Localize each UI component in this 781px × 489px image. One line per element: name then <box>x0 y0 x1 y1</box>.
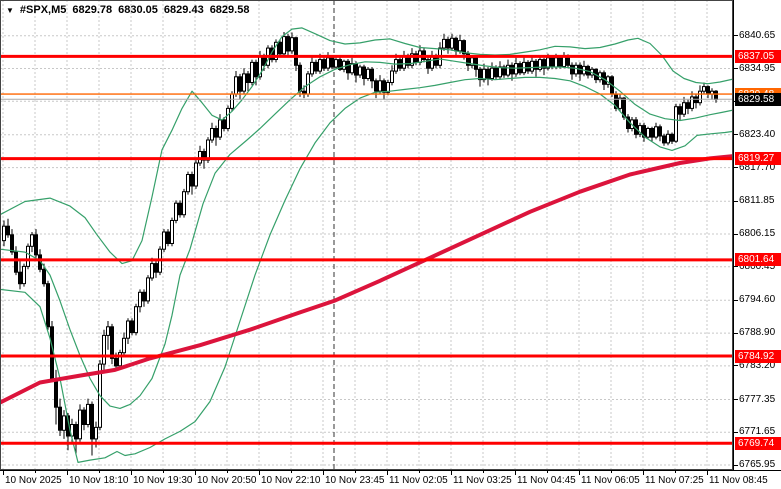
time-tick-mark <box>483 471 484 473</box>
time-tick-mark <box>355 471 356 473</box>
price-tick-label: 6806.15 <box>739 228 776 239</box>
time-tick-mark <box>163 471 164 473</box>
time-tick-mark <box>35 471 36 473</box>
time-tick-mark <box>547 471 548 473</box>
time-tick-label: 11 Nov 02:05 <box>389 475 448 486</box>
time-tick-mark <box>67 471 68 475</box>
time-tick-mark <box>227 471 228 473</box>
price-tick-mark <box>734 332 738 334</box>
time-tick-mark <box>643 471 644 475</box>
price-tick-mark <box>734 431 738 433</box>
red-level-badge: 6784.92 <box>735 349 781 363</box>
price-tick-mark <box>734 233 738 235</box>
time-tick-label: 10 Nov 23:45 <box>325 475 385 486</box>
time-tick-mark <box>323 471 324 475</box>
time-tick-label: 10 Nov 18:10 <box>69 475 129 486</box>
red-level-badge: 6801.64 <box>735 253 781 267</box>
ohlc-high: 6830.05 <box>118 4 158 16</box>
price-tick-mark <box>734 365 738 367</box>
red-level-badge: 6837.05 <box>735 49 781 63</box>
price-tick-label: 6788.90 <box>739 327 776 339</box>
symbol-label: #SPX,M5 <box>19 4 67 16</box>
time-tick-label: 11 Nov 06:05 <box>581 475 640 486</box>
time-tick-mark <box>99 471 100 473</box>
ohlc-low: 6829.43 <box>163 4 204 16</box>
time-tick-label: 10 Nov 2025 <box>5 475 62 486</box>
red-level-badge: 6769.74 <box>735 436 781 450</box>
time-tick-label: 10 Nov 22:10 <box>261 475 321 486</box>
time-tick-label: 11 Nov 03:25 <box>453 475 512 486</box>
time-tick-mark <box>707 471 708 475</box>
price-tick-mark <box>734 399 738 400</box>
ohlc-close: 6829.58 <box>209 4 250 16</box>
price-tick-label: 6811.85 <box>739 195 775 207</box>
price-tick-mark <box>734 464 738 466</box>
price-tick-label: 6777.35 <box>739 393 776 405</box>
time-tick-mark <box>195 471 196 475</box>
price-tick-mark <box>734 200 738 202</box>
time-tick-mark <box>515 471 516 475</box>
price-tick-mark <box>734 134 738 136</box>
time-tick-label: 11 Nov 04:45 <box>517 475 576 486</box>
time-tick-mark <box>3 471 4 475</box>
price-tick-label: 6783.20 <box>739 359 776 371</box>
chart-title: ▼ #SPX,M5 6829.78 6830.05 6829.43 6829.5… <box>6 4 249 16</box>
time-tick-label: 10 Nov 20:50 <box>197 475 257 486</box>
symbol-dropdown-arrow-icon[interactable]: ▼ <box>6 5 14 15</box>
price-tick-mark <box>734 167 738 169</box>
price-tick-label: 6840.65 <box>739 29 776 41</box>
time-tick-mark <box>579 471 580 475</box>
middle-band <box>0 58 733 409</box>
time-tick-mark <box>131 471 132 475</box>
time-tick-label: 11 Nov 07:25 <box>645 475 704 486</box>
price-tick-label: 6794.60 <box>739 294 776 306</box>
time-tick-mark <box>387 471 388 475</box>
price-tick-label: 6771.65 <box>739 426 776 438</box>
time-tick-mark <box>259 471 260 475</box>
price-axis[interactable]: 6840.656834.956829.256823.406817.706811.… <box>733 0 781 470</box>
price-tick-mark <box>734 266 738 268</box>
time-tick-mark <box>291 471 292 473</box>
price-tick-label: 6817.70 <box>739 161 776 173</box>
price-tick-label: 6834.95 <box>739 62 776 74</box>
current-price-badge: 6829.58 <box>735 92 781 106</box>
time-axis[interactable]: 10 Nov 2025 10 Nov 18:10 10 Nov 19:30 10 No… <box>0 470 781 489</box>
price-tick-label: 6765.95 <box>739 459 776 470</box>
time-tick-label: 11 Nov 08:45 <box>709 475 768 486</box>
time-tick-mark <box>419 471 420 473</box>
chart-canvas[interactable] <box>0 0 733 470</box>
upper-band <box>0 27 733 265</box>
red-level-badge: 6819.27 <box>735 152 781 166</box>
price-tick-mark <box>734 35 738 37</box>
lower-band <box>0 76 733 463</box>
ohlc-open: 6829.78 <box>72 4 113 16</box>
price-tick-label: 6823.40 <box>739 128 776 140</box>
price-tick-mark <box>734 299 738 301</box>
time-tick-mark <box>611 471 612 473</box>
time-tick-mark <box>451 471 452 475</box>
moving-average <box>0 154 733 405</box>
price-tick-mark <box>734 68 738 69</box>
time-tick-mark <box>675 471 676 473</box>
time-tick-label: 10 Nov 19:30 <box>133 475 193 486</box>
